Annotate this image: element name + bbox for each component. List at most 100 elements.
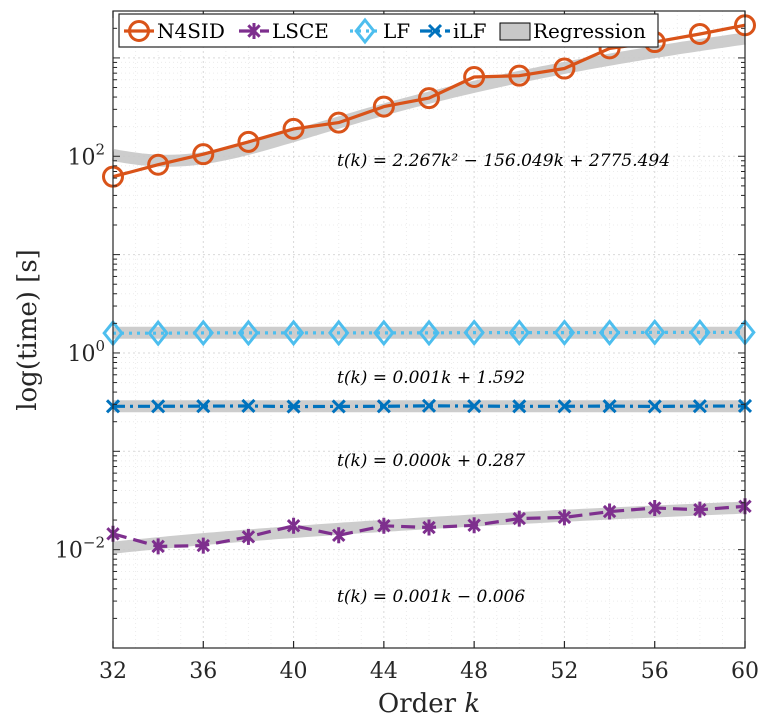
y-tick-base: 10 xyxy=(67,145,95,170)
data-point-lsce xyxy=(557,509,572,526)
legend-marker xyxy=(128,20,150,42)
x-tick-label: 32 xyxy=(99,659,127,684)
data-point-lf xyxy=(418,319,440,347)
data-point-lsce xyxy=(512,510,527,527)
plot-frame xyxy=(112,10,746,649)
legend-marker xyxy=(427,23,443,39)
data-point-lsce xyxy=(602,503,617,520)
y-tick-label: 102 xyxy=(67,140,105,170)
regression-equation-lsce: t(k) = 0.001k − 0.006 xyxy=(337,587,525,607)
data-point-lf xyxy=(147,319,169,347)
data-point-n4sid xyxy=(463,65,486,88)
y-tick-exponent: −2 xyxy=(83,534,105,552)
x-axis-title: Order k xyxy=(378,689,480,719)
data-point-lf xyxy=(598,319,621,347)
data-point-ilf xyxy=(376,399,391,414)
data-point-n4sid xyxy=(282,117,305,140)
data-point-lf xyxy=(237,319,260,347)
series-lsce xyxy=(106,498,752,555)
y-tick-label: 100 xyxy=(67,337,105,367)
data-point-lsce xyxy=(151,538,165,555)
legend-marker xyxy=(354,17,376,45)
data-point-lf xyxy=(373,319,395,347)
legend-item-n4sid: N4SID xyxy=(124,19,225,43)
legend-item-lf: LF xyxy=(350,17,410,45)
data-point-n4sid xyxy=(237,130,260,153)
data-point-n4sid xyxy=(192,143,215,166)
data-point-ilf xyxy=(286,399,301,414)
data-point-n4sid xyxy=(418,87,440,110)
legend-marker xyxy=(247,23,261,39)
series-line-ilf xyxy=(113,404,746,409)
legend: N4SID LSCE LF iLF Regression xyxy=(118,13,659,48)
x-tick-label: 56 xyxy=(641,659,669,684)
legend-swatch xyxy=(499,22,531,41)
data-point-n4sid xyxy=(372,95,395,118)
data-point-lsce xyxy=(241,528,256,545)
series-lf xyxy=(102,318,756,347)
data-point-lf xyxy=(327,319,350,347)
x-axis-title-text: Order xyxy=(378,689,464,719)
regression-equation-ilf: t(k) = 0.000k + 0.287 xyxy=(337,451,525,471)
legend-item-regression: Regression xyxy=(499,19,646,43)
y-tick-base: 10 xyxy=(55,539,83,564)
legend-label: N4SID xyxy=(157,19,225,43)
data-point-n4sid xyxy=(147,153,170,176)
data-point-ilf xyxy=(602,399,617,414)
legend-label: LSCE xyxy=(272,19,329,43)
data-point-n4sid xyxy=(327,111,350,134)
legend-label: LF xyxy=(383,19,410,43)
y-tick-base: 10 xyxy=(67,342,95,367)
data-point-lsce xyxy=(286,517,301,534)
x-axis-title-variable: k xyxy=(464,689,480,719)
data-point-ilf xyxy=(647,399,662,414)
data-point-ilf xyxy=(196,399,211,414)
regression-equation-lf: t(k) = 0.001k + 1.592 xyxy=(337,368,525,388)
data-point-ilf xyxy=(151,399,166,414)
y-tick-label: 10−2 xyxy=(55,534,105,564)
data-point-ilf xyxy=(467,399,482,414)
x-tick-label: 48 xyxy=(460,659,488,684)
x-tick-label: 36 xyxy=(189,659,217,684)
data-point-lsce xyxy=(647,500,662,517)
regression-equation-n4sid: t(k) = 2.267k² − 156.049k + 2775.494 xyxy=(337,151,670,171)
x-tick-label: 40 xyxy=(280,659,308,684)
data-point-lsce xyxy=(196,537,211,554)
x-tick-label: 52 xyxy=(550,659,578,684)
data-point-n4sid xyxy=(553,57,576,80)
data-point-lsce xyxy=(331,527,346,544)
legend-item-lsce: LSCE xyxy=(239,19,329,43)
y-axis-title: log(time) [s] xyxy=(13,249,43,411)
series-line-lf xyxy=(113,330,745,335)
data-point-lf xyxy=(508,319,531,347)
data-point-ilf xyxy=(241,398,256,414)
data-point-ilf xyxy=(421,398,437,413)
y-tick-exponent: 0 xyxy=(95,337,105,355)
regression-annotations: t(k) = 2.267k² − 156.049k + 2775.494 t(k)… xyxy=(337,151,670,607)
data-point-ilf xyxy=(557,399,572,414)
data-point-lf xyxy=(192,319,215,347)
data-point-n4sid xyxy=(688,23,711,46)
data-point-lsce xyxy=(693,501,707,518)
data-point-lf xyxy=(463,319,485,347)
data-point-n4sid xyxy=(508,64,531,87)
data-point-lf xyxy=(689,318,711,346)
data-point-ilf xyxy=(512,399,527,414)
x-tick-label: 60 xyxy=(731,659,759,684)
data-point-lf xyxy=(282,319,305,347)
data-point-ilf xyxy=(692,399,707,414)
data-point-lf xyxy=(643,318,666,346)
data-point-lsce xyxy=(422,519,436,536)
legend-item-ilf: iLF xyxy=(420,19,487,43)
data-point-lsce xyxy=(467,517,481,534)
legend-label: iLF xyxy=(453,19,487,43)
legend-box xyxy=(118,13,659,48)
data-point-lf xyxy=(553,319,576,347)
data-point-ilf xyxy=(331,399,346,414)
data-point-lsce xyxy=(377,517,391,534)
x-tick-label: 44 xyxy=(370,659,398,684)
y-tick-exponent: 2 xyxy=(95,140,105,158)
